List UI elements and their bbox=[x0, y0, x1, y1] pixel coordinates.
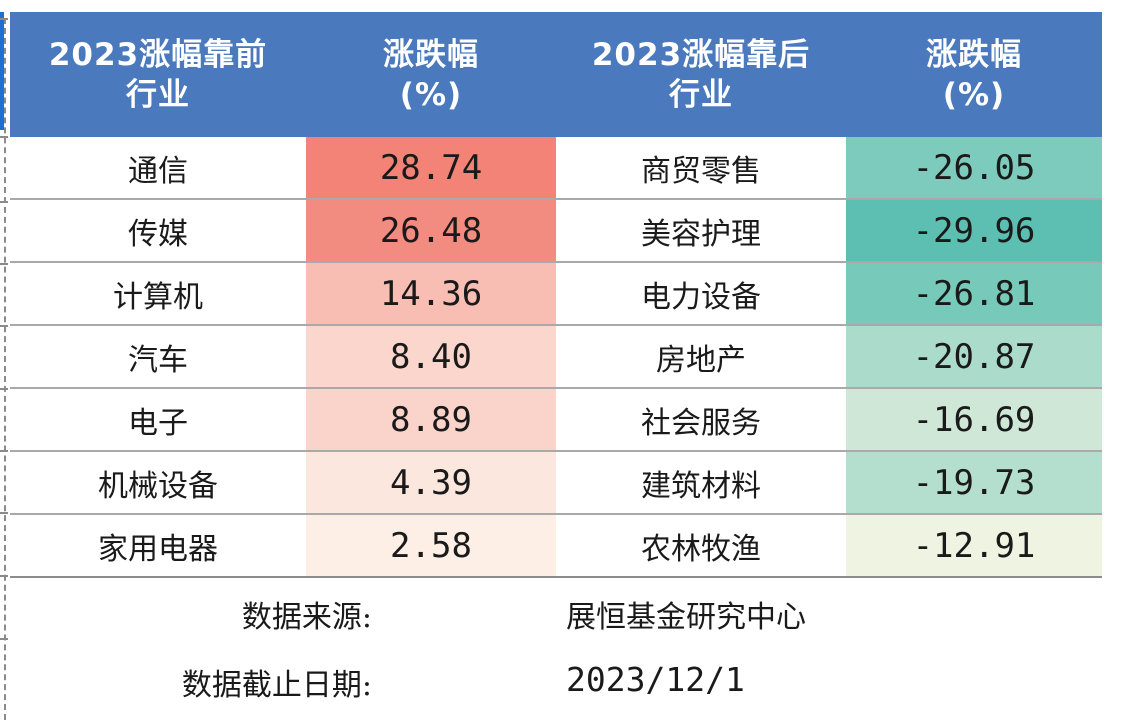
top-industry-cell: 传媒 bbox=[10, 199, 306, 263]
header-top-change-line2: (%) bbox=[399, 76, 463, 113]
table-row: 电子 8.89 社会服务 -16.69 bbox=[10, 388, 1102, 452]
top-change-cell: 28.74 bbox=[306, 137, 556, 200]
bottom-industry-cell: 社会服务 bbox=[556, 388, 846, 452]
table-row: 计算机 14.36 电力设备 -26.81 bbox=[10, 262, 1102, 326]
date-row: 数据截止日期: 2023/12/1 bbox=[10, 660, 1102, 710]
bottom-change-cell: -19.73 bbox=[846, 451, 1102, 515]
top-industry-cell: 电子 bbox=[10, 388, 306, 452]
table-row: 机械设备 4.39 建筑材料 -19.73 bbox=[10, 451, 1102, 515]
header-bottom-industry-line1: 2023涨幅靠后 bbox=[591, 36, 811, 73]
top-industry-cell: 家用电器 bbox=[10, 514, 306, 578]
bottom-industry-cell: 农林牧渔 bbox=[556, 514, 846, 578]
source-label: 数据来源: bbox=[241, 600, 372, 635]
bottom-industry-cell: 电力设备 bbox=[556, 262, 846, 326]
header-bottom-industry-line2: 行业 bbox=[669, 76, 733, 113]
selection-edge-marker bbox=[0, 12, 4, 130]
selection-dashed-border bbox=[4, 18, 6, 720]
top-change-cell: 26.48 bbox=[306, 199, 556, 263]
top-change-cell: 8.89 bbox=[306, 388, 556, 452]
top-industry-cell: 计算机 bbox=[10, 262, 306, 326]
header-bottom-industry: 2023涨幅靠后 行业 bbox=[556, 12, 846, 137]
table-body: 通信 28.74 商贸零售 -26.05 传媒 26.48 美容护理 -29.96 计算机 14.… bbox=[10, 137, 1102, 578]
bottom-industry-cell: 房地产 bbox=[556, 325, 846, 389]
table-row: 家用电器 2.58 农林牧渔 -12.91 bbox=[10, 514, 1102, 578]
source-row: 数据来源: 展恒基金研究中心 bbox=[10, 592, 1102, 642]
header-bottom-change: 涨跌幅 (%) bbox=[846, 12, 1102, 137]
selection-ticks bbox=[0, 18, 8, 720]
top-industry-cell: 通信 bbox=[10, 137, 306, 200]
header-top-industry: 2023涨幅靠前 行业 bbox=[10, 12, 306, 137]
table-row: 通信 28.74 商贸零售 -26.05 bbox=[10, 137, 1102, 200]
bottom-industry-cell: 美容护理 bbox=[556, 199, 846, 263]
header-bottom-change-line1: 涨跌幅 bbox=[926, 36, 1022, 73]
bottom-change-cell: -20.87 bbox=[846, 325, 1102, 389]
source-value: 展恒基金研究中心 bbox=[566, 600, 806, 635]
header-top-change: 涨跌幅 (%) bbox=[306, 12, 556, 137]
bottom-industry-cell: 建筑材料 bbox=[556, 451, 846, 515]
top-change-cell: 2.58 bbox=[306, 514, 556, 578]
bottom-change-cell: -29.96 bbox=[846, 199, 1102, 263]
header-top-change-line1: 涨跌幅 bbox=[383, 36, 479, 73]
bottom-change-cell: -26.81 bbox=[846, 262, 1102, 326]
date-value: 2023/12/1 bbox=[566, 660, 745, 699]
bottom-change-cell: -12.91 bbox=[846, 514, 1102, 578]
bottom-change-cell: -16.69 bbox=[846, 388, 1102, 452]
top-industry-cell: 机械设备 bbox=[10, 451, 306, 515]
top-change-cell: 14.36 bbox=[306, 262, 556, 326]
date-label: 数据截止日期: bbox=[181, 668, 372, 703]
header-top-industry-line2: 行业 bbox=[126, 76, 190, 113]
table-row: 汽车 8.40 房地产 -20.87 bbox=[10, 325, 1102, 389]
bottom-change-cell: -26.05 bbox=[846, 137, 1102, 200]
header-top-industry-line1: 2023涨幅靠前 bbox=[48, 36, 268, 73]
header-row: 2023涨幅靠前 行业 涨跌幅 (%) 2023涨幅靠后 行业 涨跌幅 (%) bbox=[10, 12, 1102, 137]
table-row: 传媒 26.48 美容护理 -29.96 bbox=[10, 199, 1102, 263]
top-industry-cell: 汽车 bbox=[10, 325, 306, 389]
table-footer: 数据来源: 展恒基金研究中心 数据截止日期: 2023/12/1 bbox=[10, 580, 1102, 720]
top-change-cell: 4.39 bbox=[306, 451, 556, 515]
bottom-industry-cell: 商贸零售 bbox=[556, 137, 846, 200]
top-change-cell: 8.40 bbox=[306, 325, 556, 389]
industry-performance-table: 2023涨幅靠前 行业 涨跌幅 (%) 2023涨幅靠后 行业 涨跌幅 (%) … bbox=[10, 12, 1102, 578]
header-bottom-change-line2: (%) bbox=[942, 76, 1006, 113]
